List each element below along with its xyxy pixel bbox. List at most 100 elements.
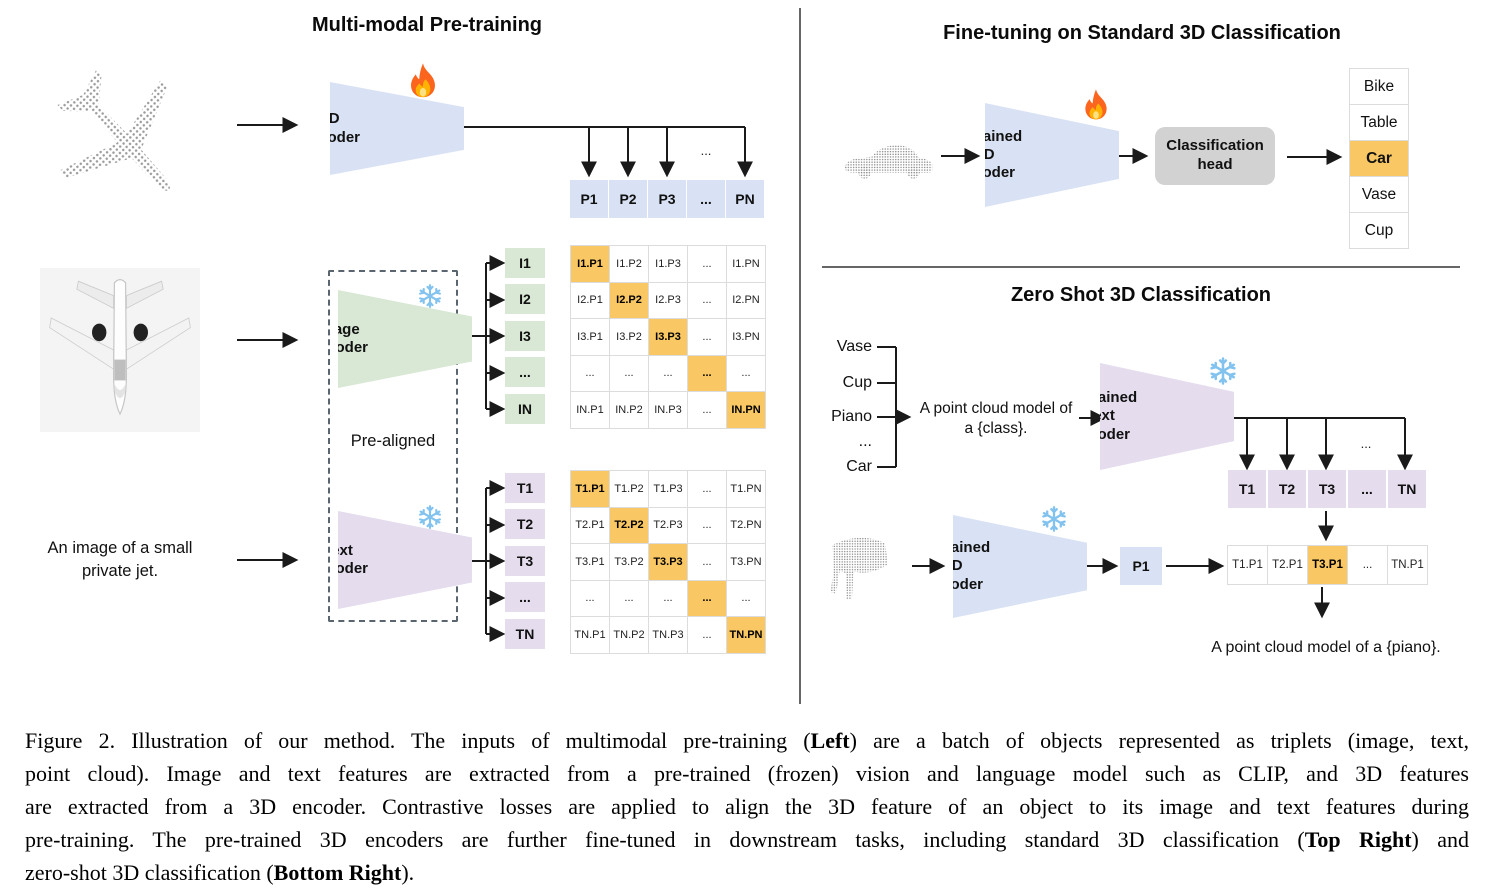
matrix-cell: ... — [649, 580, 687, 616]
prompt-template-text: A point cloud model of a {class}. — [919, 400, 1073, 437]
matrix-cell: IN.P2 — [610, 392, 648, 428]
prompt-class-label: Car — [846, 458, 872, 475]
p-cell: P3 — [648, 180, 686, 218]
matrix-cell: T1.PN — [727, 471, 765, 507]
matrix-cell: ... — [688, 617, 726, 653]
classification-output-list: Bike Table Car Vase Cup — [1349, 68, 1409, 249]
matrix-cell: ... — [688, 580, 726, 616]
snowflake-icon — [1210, 357, 1236, 385]
t-label-cell: ... — [505, 582, 545, 613]
matrix-cell: I1.P1 — [571, 246, 609, 282]
matrix-cell: ... — [688, 355, 726, 391]
i-label-cell: I3 — [505, 320, 545, 351]
prompt-class-label: Cup — [842, 374, 872, 391]
encoder-3d: 3D Encoder — [330, 82, 465, 175]
similarity-row: T1.P1 T2.P1 T3.P1... TN.P1 — [1227, 545, 1428, 585]
p-cell: P2 — [609, 180, 647, 218]
image-point-similarity-matrix: I1.P1 I1.P2 I1.P3... I1.PN I2.P1 I2.P2 I2.P3..… — [570, 245, 766, 429]
matrix-cell: ... — [649, 355, 687, 391]
i-label-cell: I1 — [505, 247, 545, 278]
text-feature-row: T1 T2 T3... TN — [1228, 470, 1426, 508]
airplane-image — [40, 268, 200, 432]
i-label-cell: I2 — [505, 284, 545, 315]
matrix-cell: ... — [688, 392, 726, 428]
t-cell: T3 — [1308, 470, 1346, 508]
p-cell: P1 — [570, 180, 608, 218]
zero-shot-result-text: A point cloud model of a {piano}. — [1211, 639, 1441, 656]
text-input-caption: An image of a small private jet. — [47, 539, 193, 580]
caption-line: are extracted from a 3D encoder. Contras… — [25, 794, 1469, 819]
matrix-cell: ... — [688, 319, 726, 355]
t-label-cell: T3 — [505, 545, 545, 576]
matrix-cell: I3.PN — [727, 319, 765, 355]
pre-aligned-box — [328, 270, 458, 622]
classification-head: Classification head — [1155, 127, 1275, 185]
caption-line: Figure 2. Illustration of our method. Th… — [25, 728, 1469, 753]
matrix-cell: T3.P1 — [571, 544, 609, 580]
airplane-point-cloud — [57, 70, 170, 191]
p1-feature-box: P1 — [1120, 547, 1162, 585]
p-cell: PN — [726, 180, 764, 218]
matrix-cell: IN.P3 — [649, 392, 687, 428]
prompt-class-label: Piano — [831, 408, 872, 425]
pre-aligned-label: Pre-aligned — [350, 432, 436, 450]
airplane-rendering — [49, 279, 191, 416]
i-label-cell: ... — [505, 357, 545, 388]
similarity-cell: T1.P1 — [1228, 546, 1267, 584]
p-cell: ... — [687, 180, 725, 218]
bottom-right-title: Zero Shot 3D Classification — [1010, 284, 1272, 306]
t-label-cell: T2 — [505, 509, 545, 540]
figure-caption: Figure 2. Illustration of our method. Th… — [25, 724, 1469, 888]
matrix-cell: TN.P2 — [610, 617, 648, 653]
matrix-cell: T2.P1 — [571, 507, 609, 543]
matrix-cell: T1.P3 — [649, 471, 687, 507]
matrix-cell: IN.PN — [727, 392, 765, 428]
t-cell: ... — [1348, 470, 1386, 508]
matrix-cell: T2.PN — [727, 507, 765, 543]
matrix-cell: I1.P3 — [649, 246, 687, 282]
caption-line: point cloud). Image and text features ar… — [25, 761, 1469, 786]
snowflake-icon — [419, 505, 441, 529]
i-label-cell: IN — [505, 393, 545, 424]
car-point-cloud — [844, 145, 933, 179]
matrix-cell: I3.P3 — [649, 319, 687, 355]
matrix-cell: ... — [571, 580, 609, 616]
image-feature-labels: I1 I2 I3... IN — [505, 245, 545, 427]
matrix-cell: ... — [610, 355, 648, 391]
matrix-cell: I1.P2 — [610, 246, 648, 282]
matrix-cell: T2.P2 — [610, 507, 648, 543]
piano-point-cloud — [830, 537, 888, 600]
prompt-class-label: Vase — [836, 338, 872, 355]
matrix-cell: ... — [610, 580, 648, 616]
matrix-cell: T3.P2 — [610, 544, 648, 580]
matrix-cell: T2.P3 — [649, 507, 687, 543]
matrix-cell: T3.PN — [727, 544, 765, 580]
t-cell: T2 — [1268, 470, 1306, 508]
fire-icon — [411, 63, 435, 98]
text-feature-labels: T1 T2 T3... TN — [505, 470, 545, 652]
class-cell: Table — [1350, 105, 1408, 140]
left-panel-title: Multi-modal Pre-training — [312, 14, 542, 36]
caption-line: pre-training. The pre-trained 3D encoder… — [25, 827, 1470, 852]
class-cell: Car — [1350, 141, 1408, 176]
fire-icon — [1085, 89, 1107, 120]
similarity-cell: ... — [1348, 546, 1387, 584]
text-point-similarity-matrix: T1.P1 T1.P2 T1.P3... T1.PN T2.P1 T2.P2 T2.P3..… — [570, 470, 766, 654]
matrix-cell: I2.P1 — [571, 282, 609, 318]
matrix-cell: ... — [727, 355, 765, 391]
matrix-cell: ... — [688, 246, 726, 282]
caption-line: zero-shot 3D classification (Bottom Righ… — [25, 860, 415, 885]
matrix-cell: T3.P3 — [649, 544, 687, 580]
prompt-class-label: ... — [858, 433, 872, 450]
t-cell: TN — [1388, 470, 1426, 508]
matrix-cell: T1.P1 — [571, 471, 609, 507]
class-cell: Cup — [1350, 213, 1408, 248]
p-feature-row: P1 P2 P3... PN — [570, 180, 764, 218]
p-row-ellipsis: ... — [700, 143, 712, 158]
similarity-cell: T3.P1 — [1308, 546, 1347, 584]
top-right-title: Fine-tuning on Standard 3D Classificatio… — [943, 22, 1341, 44]
matrix-cell: ... — [571, 355, 609, 391]
matrix-cell: I2.PN — [727, 282, 765, 318]
matrix-cell: T1.P2 — [610, 471, 648, 507]
